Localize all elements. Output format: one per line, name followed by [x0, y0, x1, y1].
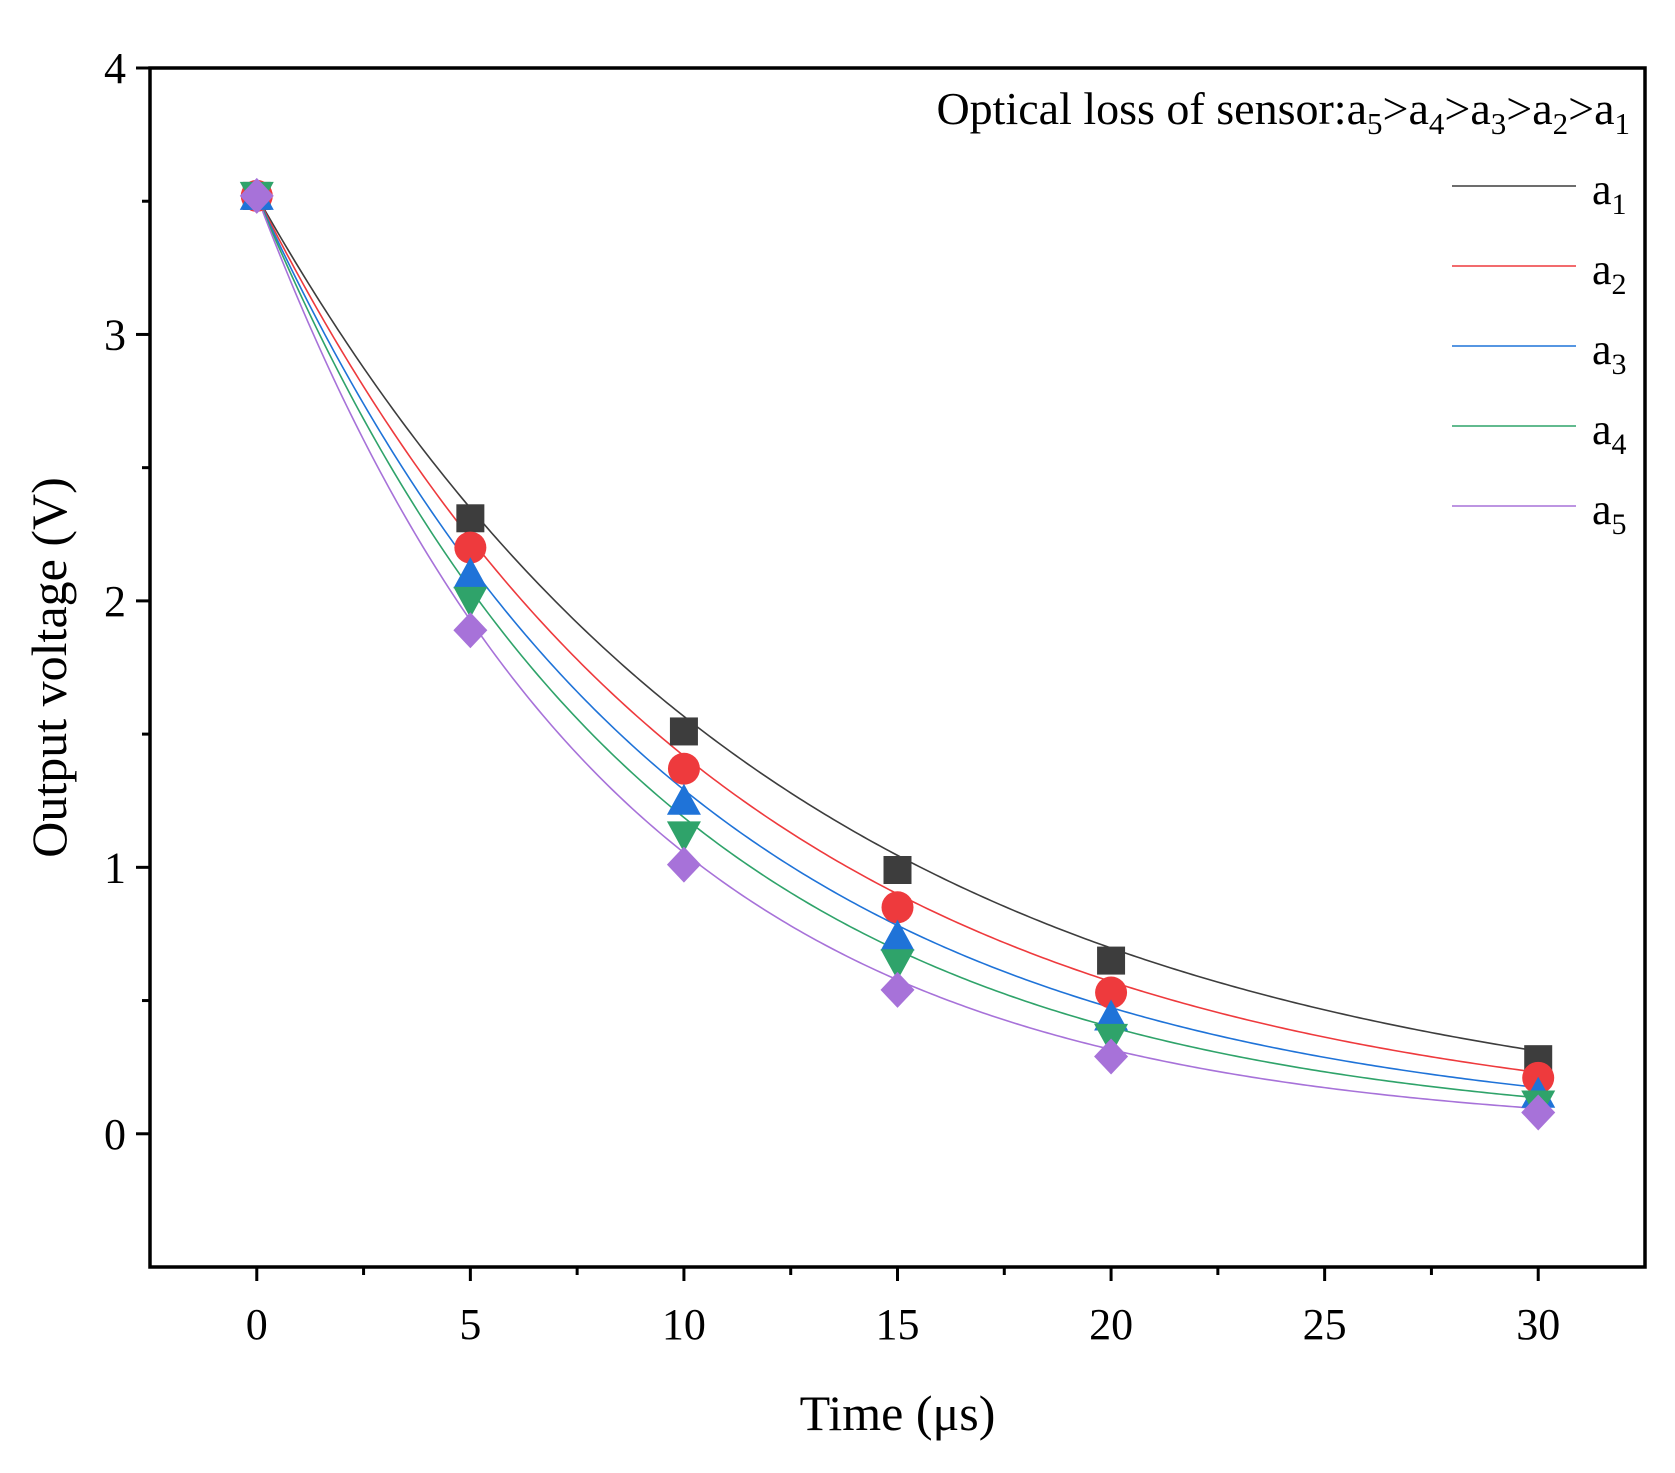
x-tick-label: 5: [459, 1300, 481, 1349]
x-tick-label: 15: [876, 1300, 920, 1349]
data-point-a5: [1094, 1038, 1129, 1075]
optical-loss-annotation: Optical loss of sensor:a5>a4>a3>a2>a1: [936, 83, 1630, 141]
data-point-a2: [881, 891, 914, 924]
legend-label-base: a: [1592, 245, 1612, 294]
data-point-a1: [1097, 946, 1126, 975]
annotation-separator: >: [1568, 83, 1594, 134]
data-point-a1: [669, 717, 698, 746]
legend-label-subscript: 2: [1612, 268, 1627, 301]
annotation-base: a: [1594, 83, 1614, 134]
legend-label-subscript: 1: [1612, 188, 1627, 221]
annotation-subscript: 4: [1429, 106, 1445, 141]
annotation-separator: >: [1444, 83, 1470, 134]
annotation-base: a: [1408, 83, 1428, 134]
y-tick-label: 0: [104, 1110, 126, 1159]
legend-label-a3: a3: [1592, 325, 1627, 381]
legend-label-a5: a5: [1592, 485, 1627, 541]
x-tick-label: 20: [1089, 1300, 1133, 1349]
data-point-a1: [883, 855, 912, 884]
data-point-a5: [239, 177, 274, 214]
legend-label-base: a: [1592, 485, 1612, 534]
annotation-subscript: 3: [1491, 106, 1507, 141]
y-tick-label: 1: [104, 843, 126, 892]
x-tick-label: 10: [662, 1300, 706, 1349]
annotation-group: Optical loss of sensor:a5>a4>a3>a2>a1: [936, 83, 1630, 141]
data-point-a4: [453, 586, 488, 618]
plot-frame: [148, 66, 1647, 1269]
axes-group: 0 5 10 15 20 25 30 0 1 2 3 4: [104, 44, 1560, 1349]
annotation-subscript: 5: [1367, 106, 1383, 141]
annotation-subscript: 1: [1615, 106, 1631, 141]
legend-label-base: a: [1592, 165, 1612, 214]
x-tick-label: 25: [1303, 1300, 1347, 1349]
x-tick-label: 0: [246, 1300, 268, 1349]
legend-label-subscript: 5: [1612, 508, 1627, 541]
legend-label-a2: a2: [1592, 245, 1627, 301]
data-point-a1: [456, 504, 485, 533]
markers-group: [239, 177, 1556, 1131]
annotation-separator: >: [1383, 83, 1409, 134]
annotation-base: a: [1470, 83, 1490, 134]
data-point-a3: [1094, 999, 1129, 1031]
data-point-a3: [666, 783, 701, 815]
data-point-a2: [667, 752, 700, 785]
annotation-base: a: [1347, 83, 1367, 134]
data-point-a4: [666, 821, 701, 853]
y-tick-label: 3: [104, 310, 126, 359]
legend-label-a4: a4: [1592, 405, 1627, 461]
legend-label-subscript: 4: [1612, 428, 1627, 461]
data-point-a2: [454, 531, 487, 564]
annotation-subscript: 2: [1553, 106, 1569, 141]
y-tick-label: 4: [104, 44, 126, 93]
data-point-a5: [453, 612, 488, 649]
data-point-a5: [1521, 1094, 1556, 1131]
legend-label-base: a: [1592, 405, 1612, 454]
data-point-a3: [880, 919, 915, 951]
data-point-a5: [880, 971, 915, 1008]
legend-label-base: a: [1592, 325, 1612, 374]
data-point-a4: [880, 949, 915, 981]
y-tick-label: 2: [104, 577, 126, 626]
data-point-a3: [453, 557, 488, 589]
annotation-base: a: [1532, 83, 1552, 134]
x-axis-label: Time (μs): [800, 1385, 996, 1441]
data-point-a2: [1095, 976, 1128, 1009]
data-point-a5: [666, 846, 701, 883]
legend-label-a1: a1: [1592, 165, 1627, 221]
x-tick-label: 30: [1516, 1300, 1560, 1349]
annotation-text: Optical loss of sensor:: [936, 83, 1346, 134]
y-axis-label: Output voltage (V): [21, 477, 77, 857]
legend-label-subscript: 3: [1612, 348, 1627, 381]
annotation-separator: >: [1506, 83, 1532, 134]
